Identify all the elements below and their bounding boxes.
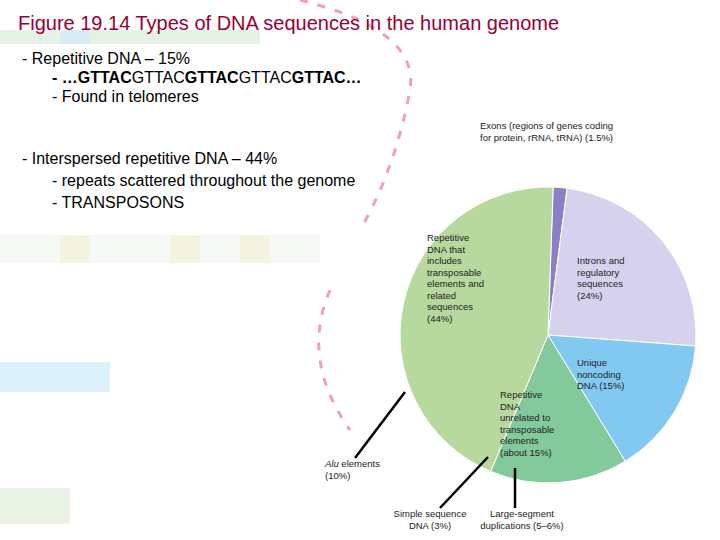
svg-text:Exons (regions of genes coding: Exons (regions of genes codingfor protei… <box>480 120 613 143</box>
svg-text:- …GTTACGTTACGTTACGTTACGTTAC…: - …GTTACGTTACGTTACGTTACGTTAC… <box>52 69 362 86</box>
svg-text:RepetitiveDNAunrelated totrans: RepetitiveDNAunrelated totransposableele… <box>500 389 554 458</box>
svg-text:Alu elements(10%): Alu elements(10%) <box>324 458 380 481</box>
svg-text:RepetitiveDNA thatincludestran: RepetitiveDNA thatincludestransposableel… <box>427 232 484 324</box>
svg-text:- Found in telomeres: - Found in telomeres <box>52 88 199 105</box>
svg-text:Simple sequenceDNA (3%): Simple sequenceDNA (3%) <box>394 508 467 531</box>
svg-text:UniquenoncodingDNA (15%): UniquenoncodingDNA (15%) <box>577 357 625 391</box>
svg-text:- TRANSPOSONS: - TRANSPOSONS <box>52 194 184 211</box>
svg-text:- repeats scattered throughout: - repeats scattered throughout the genom… <box>52 172 355 189</box>
svg-text:Introns andregulatorysequences: Introns andregulatorysequences(24%) <box>577 255 625 301</box>
svg-text:- Interspersed repetitive DNA: - Interspersed repetitive DNA – 44% <box>22 150 277 167</box>
svg-text:Figure 19.14 Types of DNA sequ: Figure 19.14 Types of DNA sequences in t… <box>18 12 559 34</box>
svg-text:- Repetitive DNA – 15%: - Repetitive DNA – 15% <box>22 50 190 67</box>
svg-text:Large-segmentduplications (5–6: Large-segmentduplications (5–6%) <box>480 508 563 531</box>
